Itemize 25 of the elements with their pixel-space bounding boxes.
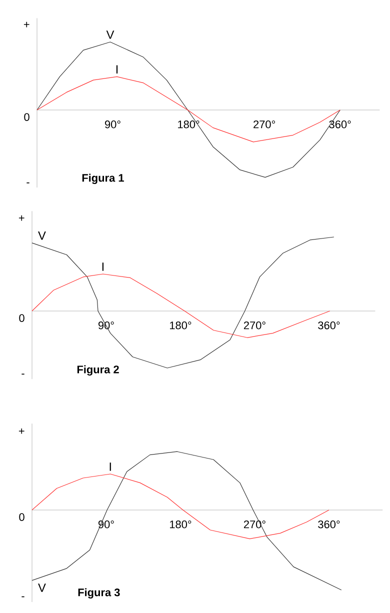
text: + <box>18 428 24 434</box>
x-tick-label: 270° <box>244 322 266 330</box>
series-label: I <box>116 65 118 74</box>
x-tick-label: 180° <box>170 520 192 528</box>
text: 0 <box>19 513 24 521</box>
series-label: V <box>38 232 46 240</box>
text: - <box>26 182 30 184</box>
series-label: V <box>106 30 114 39</box>
text: - <box>22 374 24 375</box>
text: Figura 2 <box>77 365 119 376</box>
x-tick-label: 90° <box>105 120 120 128</box>
text: 0 <box>19 314 24 322</box>
x-tick-label: 180° <box>170 322 192 330</box>
series-label: I <box>102 262 104 271</box>
text: Figura 3 <box>78 588 120 598</box>
text: + <box>24 22 30 28</box>
text: + <box>18 215 24 221</box>
text: 0 <box>24 113 30 121</box>
x-tick-label: 360° <box>318 520 340 528</box>
series-label: I <box>110 462 111 471</box>
text: - <box>22 596 24 598</box>
text: Figura 1 <box>82 174 124 184</box>
x-tick-label: 360° <box>318 322 340 330</box>
series-label: V <box>38 584 46 592</box>
x-tick-label: 270° <box>254 120 276 128</box>
